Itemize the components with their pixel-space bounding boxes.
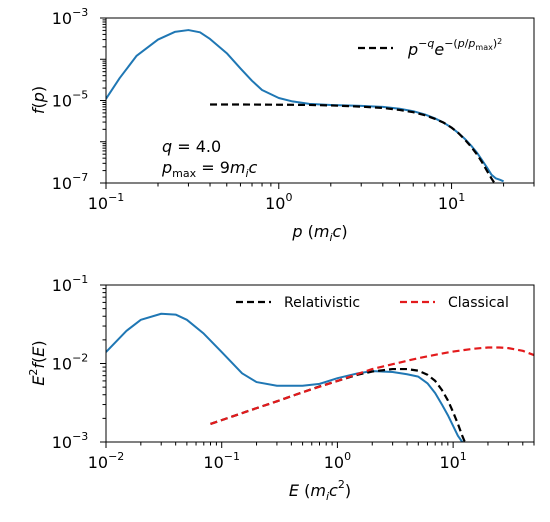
top-legend-label: p−qe−(p/pmax)2 — [407, 37, 502, 59]
top-x-tick-label: 101 — [438, 191, 465, 213]
top-y-tick-label: 10−7 — [52, 171, 89, 193]
top-x-axis-label: p (mic) — [291, 222, 347, 244]
bottom-series-simulation-line — [106, 312, 464, 442]
top-series-simulation-line — [106, 29, 504, 183]
bottom-series-classical-line — [210, 346, 534, 425]
legend-relativistic-label: Relativistic — [284, 295, 360, 311]
bottom-x-axis-label: E (mic2) — [289, 478, 351, 503]
top-y-axis-label: f(p) — [29, 86, 48, 114]
top-y-tick-label: 10−5 — [52, 89, 89, 111]
annotation-q: q = 4.0 — [162, 137, 221, 156]
bottom-y-tick-label: 10−1 — [52, 273, 89, 295]
bottom-series-relativistic-line — [210, 367, 467, 442]
top-panel: 10−1 100 101 10−7 10−5 10−3 p (mic) f(p) p−qe… — [29, 6, 535, 244]
bottom-y-tick-label: 10−3 — [52, 430, 89, 452]
bottom-y-tick-label: 10−2 — [52, 352, 89, 374]
top-series-p-q-e-p-p-max-2-line — [210, 103, 496, 183]
top-y-tick-label: 10−3 — [52, 6, 89, 28]
bottom-x-tick-label: 100 — [324, 450, 351, 472]
annotation-pmax: pmax = 9mic — [161, 158, 258, 180]
bottom-x-tick-label: 101 — [439, 450, 466, 472]
bottom-x-tick-label: 10−1 — [203, 450, 240, 472]
bottom-y-axis-label: E2f(E) — [27, 340, 48, 385]
legend-classical-label: Classical — [448, 295, 509, 311]
top-x-tick-label: 100 — [265, 191, 292, 213]
top-x-tick-label: 10−1 — [88, 191, 125, 213]
bottom-x-tick-label: 10−2 — [88, 450, 125, 472]
